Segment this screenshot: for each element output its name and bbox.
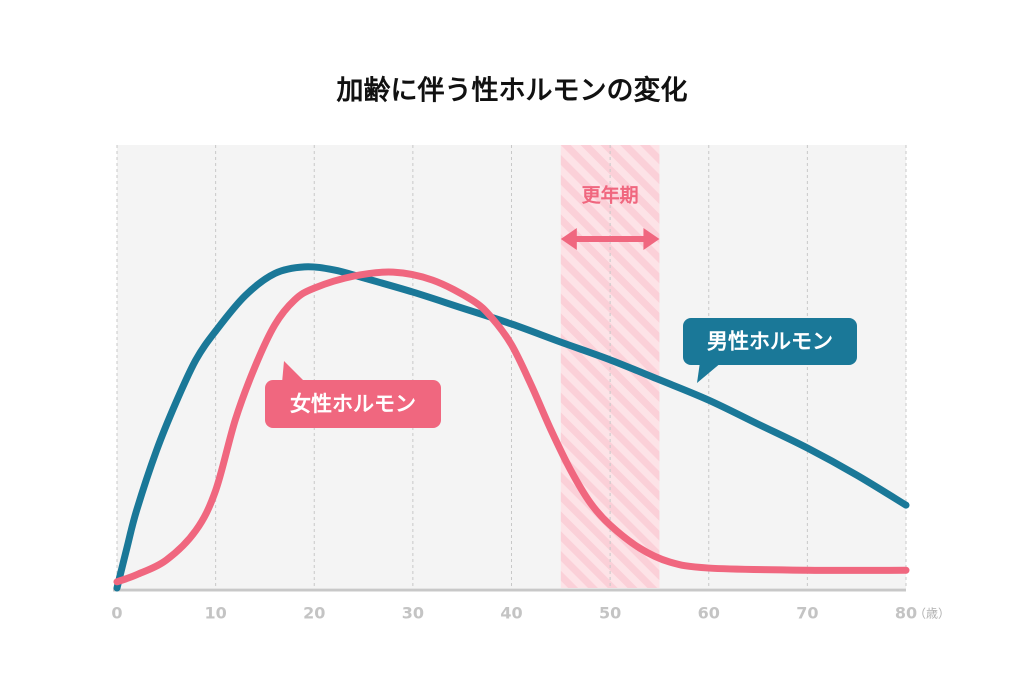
x-tick-label: 60 — [698, 604, 720, 623]
legend-box — [265, 380, 441, 428]
arrow-head — [560, 228, 577, 250]
legend-label: 男性ホルモン — [707, 330, 833, 354]
series-line — [113, 263, 910, 592]
x-tick-label: 0 — [111, 604, 122, 623]
x-tick-label: 10 — [204, 604, 226, 623]
x-unit-label: （歳） — [914, 607, 950, 621]
chart-title: 加齢に伴う性ホルモンの変化 — [337, 75, 688, 107]
x-tick-label: 50 — [599, 604, 621, 623]
x-tick-label: 80 — [895, 604, 917, 623]
legend-box — [683, 318, 857, 365]
series-line — [113, 268, 910, 586]
arrow-head — [643, 228, 660, 250]
x-tick-label: 20 — [303, 604, 325, 623]
x-tick-label: 30 — [402, 604, 424, 623]
callout-tail — [282, 361, 306, 383]
x-tick-label: 40 — [500, 604, 522, 623]
callout-tail — [697, 362, 722, 383]
x-tick-label: 70 — [796, 604, 818, 623]
legend-label: 女性ホルモン — [290, 392, 416, 416]
annotation-label: 更年期 — [582, 184, 639, 207]
